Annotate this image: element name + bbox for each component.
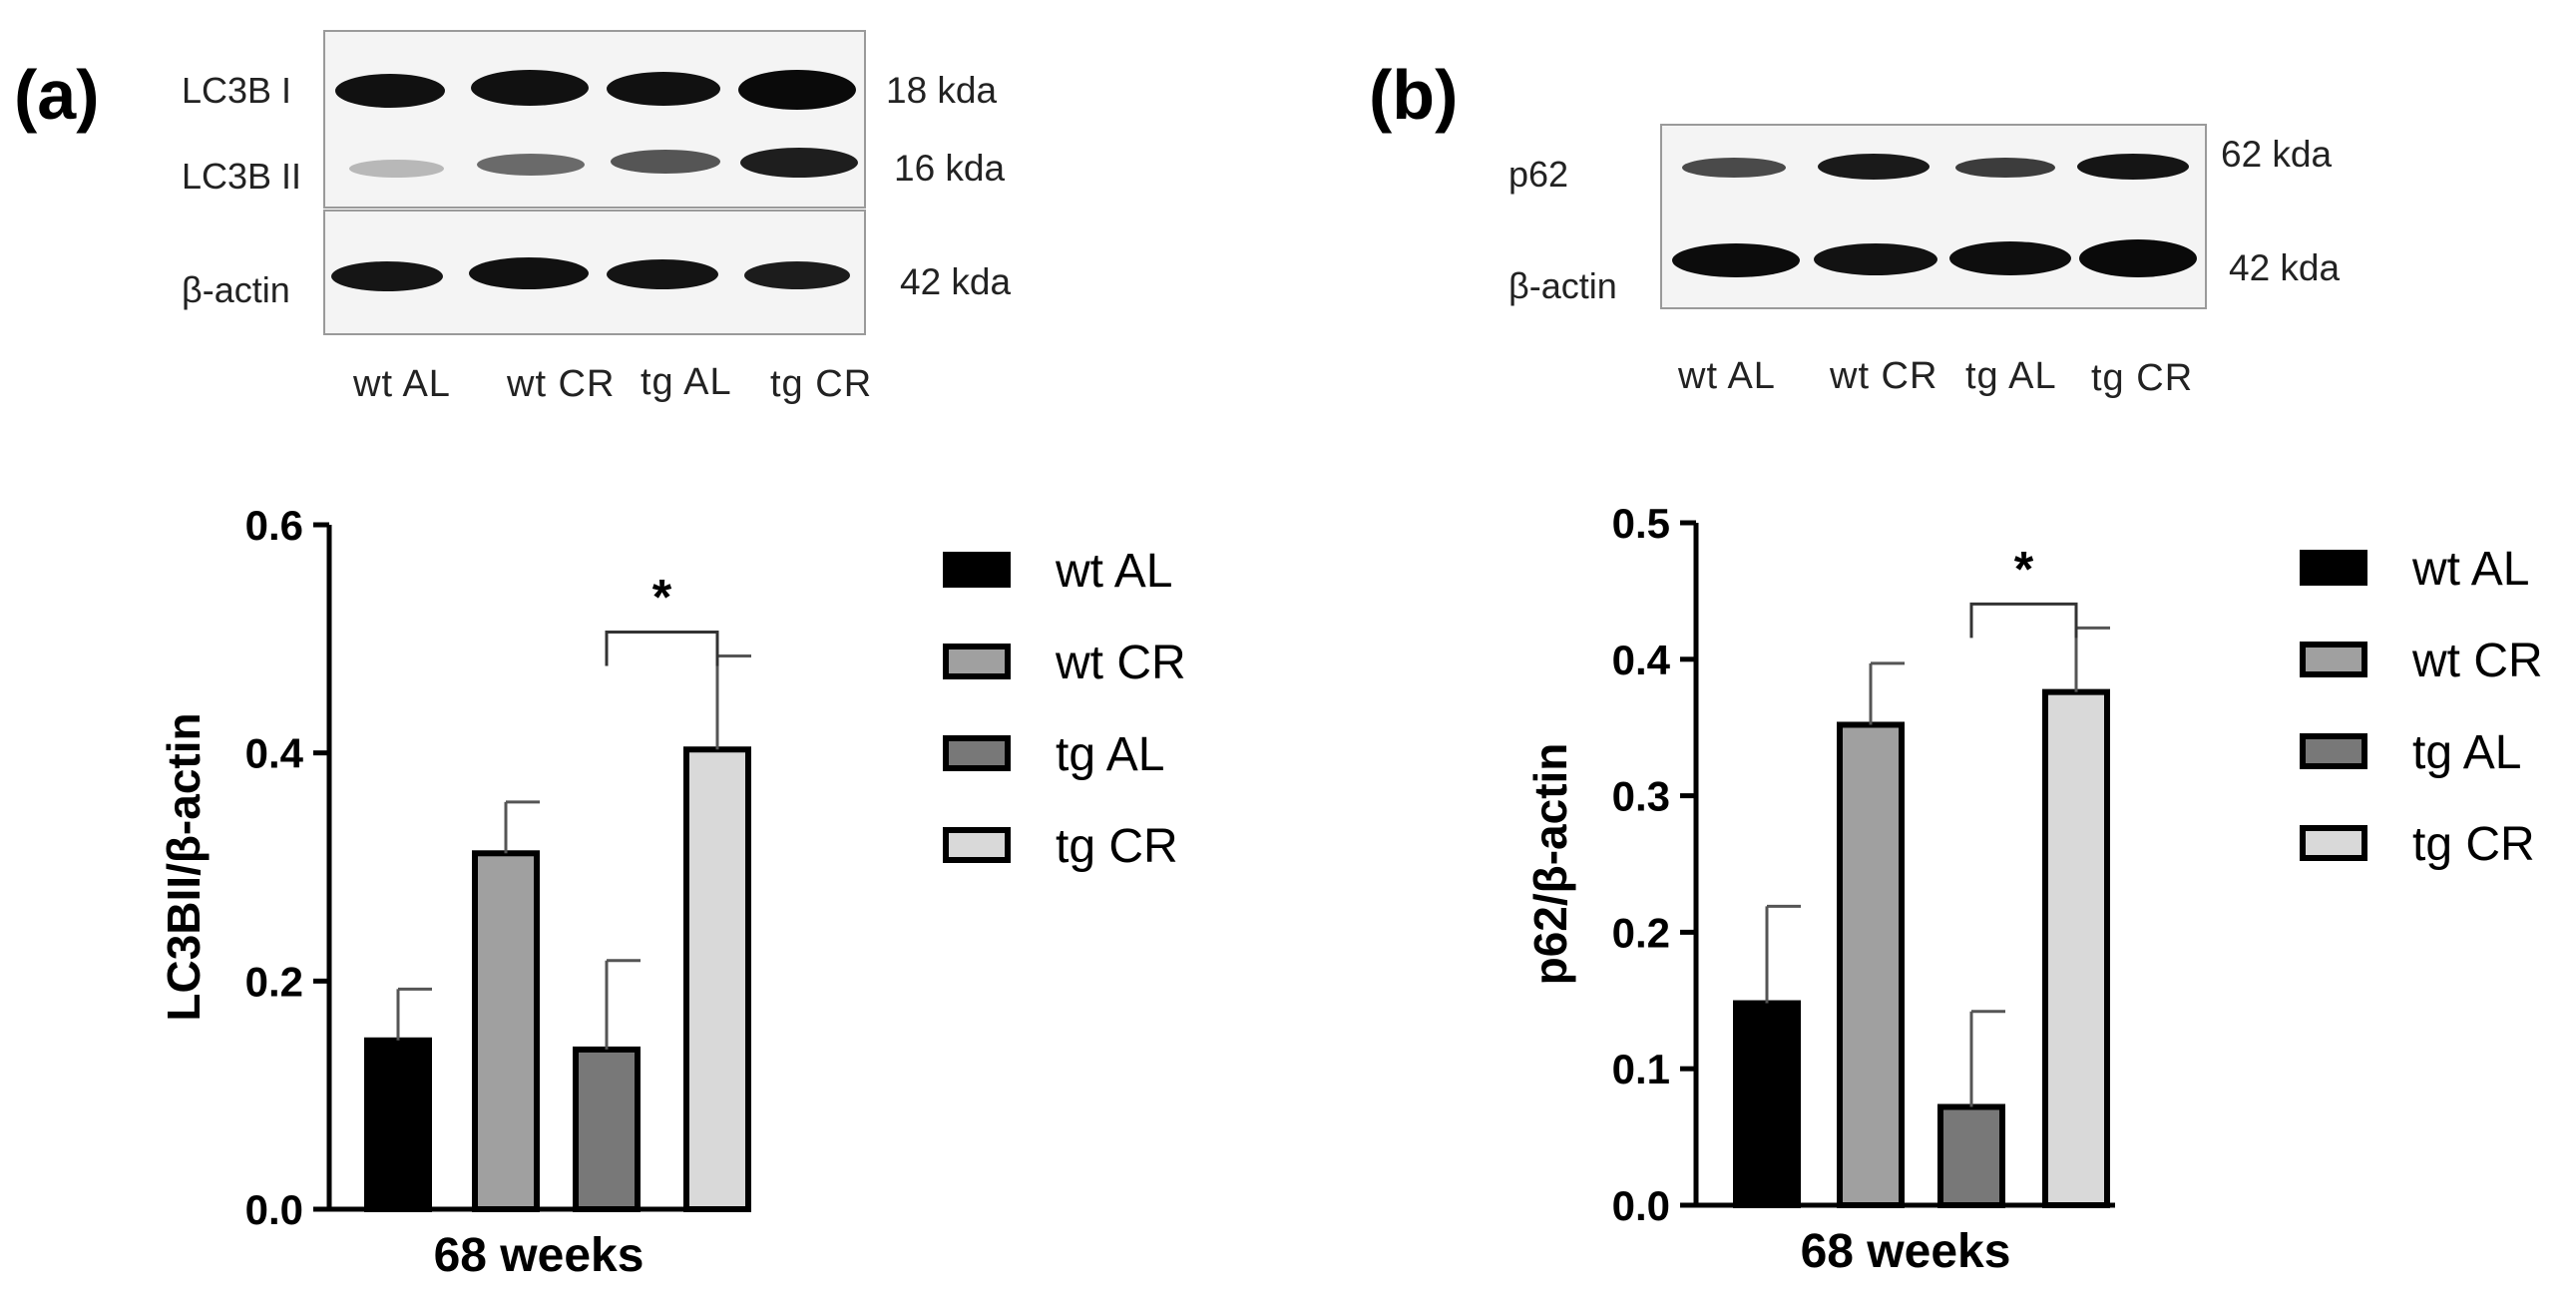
chart-b-y-tick-label: 0.5 — [1612, 500, 1670, 547]
band-p62-lane2 — [1818, 154, 1930, 180]
chart-a-y-tick-label: 0.4 — [245, 730, 304, 777]
band-actin-b-lane2 — [1814, 243, 1937, 275]
band-lc3b-ii-lane3 — [611, 150, 720, 174]
chart-a-bar-wt-cr — [472, 850, 540, 1212]
blot-a-row-label: β-actin — [182, 269, 290, 310]
chart-a-legend-label: tg AL — [1056, 728, 1164, 781]
blot-b-membrane — [1660, 124, 2207, 309]
chart-b-y-tick-label: 0.3 — [1612, 773, 1670, 820]
blot-b-lane-label: tg AL — [1965, 355, 2057, 397]
chart-a-significance-bracket — [605, 630, 719, 666]
chart-b-significance-label: * — [2014, 541, 2034, 597]
chart-b-legend-swatch — [2300, 550, 2367, 586]
chart-a-bar-wt-al — [364, 1037, 432, 1213]
chart-a-x-axis-label: 68 weeks — [434, 1229, 644, 1282]
band-actin-b-lane4 — [2079, 239, 2197, 277]
chart-a-legend-swatch — [943, 644, 1011, 679]
band-p62-lane3 — [1955, 158, 2055, 178]
chart-a-y-tick-label: 0.6 — [245, 502, 303, 549]
chart-b-bar-wt-al — [1733, 1000, 1801, 1209]
panel-b-label: (b) — [1369, 56, 1459, 134]
chart-a-bar-tg-al — [573, 1046, 641, 1213]
blot-a-lane-label: wt AL — [353, 363, 451, 405]
blot-a-row-label: LC3B II — [182, 156, 302, 197]
bar-chart-b: 0.0 0.1 0.2 0.3 0.4 0.5 p62/β-actin 68 weeks * wt… — [1524, 500, 2543, 1278]
chart-b-legend-label: tg AL — [2412, 726, 2521, 779]
blot-a-lane-label: tg CR — [770, 363, 873, 405]
band-actin-a-lane1 — [331, 261, 443, 291]
chart-b-y-tick-label: 0.2 — [1612, 909, 1670, 956]
chart-a-y-axis-label: LC3BII/β-actin — [158, 712, 210, 1021]
chart-b-y-axis-label: p62/β-actin — [1524, 743, 1576, 986]
band-lc3b-i-lane1 — [335, 74, 445, 108]
chart-b-legend-label: wt CR — [2411, 635, 2543, 687]
chart-a-significance-label: * — [652, 569, 672, 625]
band-actin-a-lane3 — [607, 259, 718, 289]
band-p62-lane1 — [1682, 158, 1786, 178]
blot-b-row-label: p62 — [1508, 154, 1569, 195]
blot-a-lane-label: wt CR — [507, 363, 616, 405]
chart-a-legend-swatch — [943, 735, 1011, 771]
bar-chart-a: 0.0 0.2 0.4 0.6 LC3BII/β-actin 68 weeks * wt AL… — [158, 502, 1186, 1282]
band-lc3b-i-lane2 — [471, 70, 589, 106]
chart-a-legend-label: wt AL — [1055, 545, 1172, 598]
band-actin-a-lane2 — [469, 257, 589, 289]
chart-a-legend-label: tg CR — [1056, 820, 1178, 873]
chart-a-y-tick-label: 0.2 — [245, 958, 303, 1005]
chart-a-bar-tg-cr — [683, 746, 751, 1212]
band-actin-b-lane1 — [1672, 243, 1800, 277]
blot-b-lane-label: wt CR — [1830, 355, 1938, 397]
blot-a-row-label: LC3B I — [182, 70, 292, 111]
blot-b-kda-label: 42 kda — [2229, 247, 2341, 288]
chart-b-legend-swatch — [2300, 642, 2367, 677]
chart-b-legend-swatch — [2300, 733, 2367, 769]
band-lc3b-i-lane3 — [607, 72, 720, 106]
chart-a-legend-swatch — [943, 552, 1011, 588]
band-actin-b-lane3 — [1949, 241, 2071, 275]
chart-b-legend-swatch — [2300, 825, 2367, 861]
chart-b-bar-tg-cr — [2042, 688, 2110, 1208]
blot-a-lc3b-membrane — [323, 30, 866, 209]
blot-a-lane-label: tg AL — [641, 361, 732, 403]
band-lc3b-ii-lane2 — [477, 154, 585, 176]
chart-a-legend-swatch — [943, 827, 1011, 863]
blot-b-lane-label: wt AL — [1678, 355, 1776, 397]
band-p62-lane4 — [2077, 154, 2189, 180]
blot-b-lane-label: tg CR — [2091, 357, 2194, 399]
chart-b-bar-tg-al — [1937, 1103, 2005, 1209]
blot-b-kda-label: 62 kda — [2221, 134, 2333, 175]
blot-a-kda-label: 42 kda — [900, 261, 1012, 302]
chart-b-legend-label: wt AL — [2411, 543, 2529, 596]
band-lc3b-ii-lane1 — [349, 160, 444, 178]
chart-b-y-tick-label: 0.1 — [1612, 1046, 1670, 1092]
blot-a-kda-label: 18 kda — [886, 70, 998, 111]
chart-b-significance-bracket — [1969, 602, 2078, 639]
band-lc3b-i-lane4 — [738, 70, 856, 110]
blot-b-row-label: β-actin — [1508, 265, 1617, 306]
chart-a-legend-label: wt CR — [1055, 637, 1186, 689]
chart-b-y-tick-label: 0.4 — [1612, 637, 1671, 683]
band-lc3b-ii-lane4 — [740, 148, 858, 178]
chart-b-x-axis-label: 68 weeks — [1801, 1225, 2011, 1278]
panel-a-label: (a) — [14, 56, 100, 134]
chart-b-y-tick-label: 0.0 — [1612, 1182, 1670, 1229]
chart-b-bar-wt-cr — [1837, 721, 1905, 1208]
chart-a-y-tick-label: 0.0 — [245, 1186, 303, 1233]
chart-b-legend-label: tg CR — [2412, 818, 2535, 871]
band-actin-a-lane4 — [744, 261, 850, 289]
blot-a-kda-label: 16 kda — [894, 148, 1006, 189]
